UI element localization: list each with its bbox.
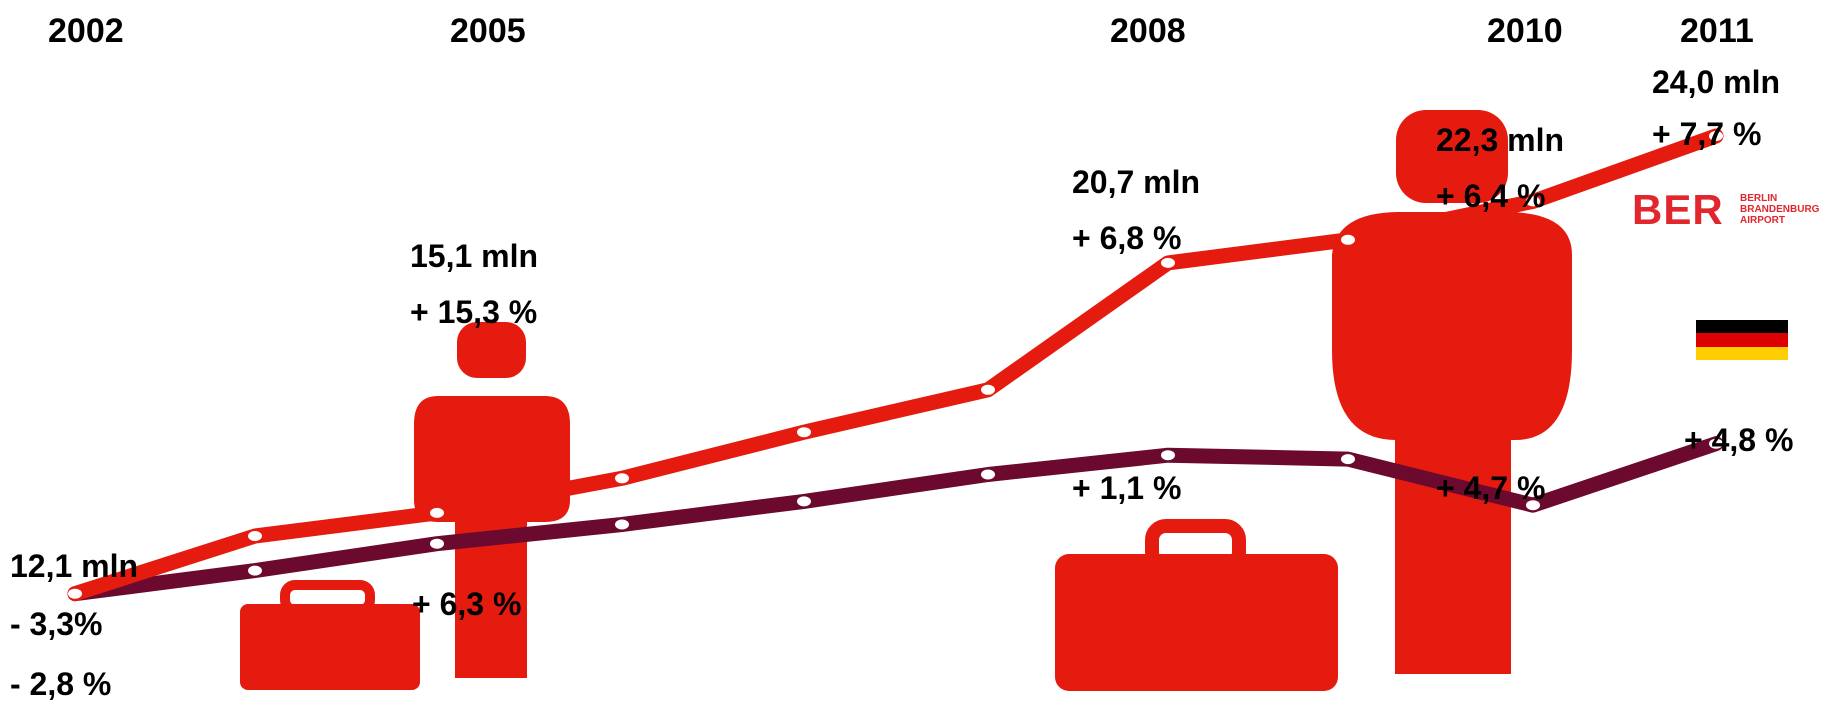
germany-point-2011 [1709, 438, 1723, 449]
flag-stripe-red [1696, 333, 1788, 347]
ber-point-2004 [430, 507, 444, 518]
ber-logo-word: BER [1632, 186, 1724, 233]
germany-point-2008 [1161, 450, 1175, 461]
ber-logo-line-1: BERLIN [1740, 193, 1778, 204]
year-label-2011: 2011 [1680, 12, 1754, 50]
ber-passenger-line [67, 128, 1724, 602]
flag-stripe-black [1696, 320, 1788, 334]
small-suitcase-icon [240, 580, 420, 690]
germany-point-2007 [981, 469, 995, 480]
ber-point-2011 [1709, 131, 1723, 141]
ber-value-2010: 22,3 mln [1436, 122, 1565, 158]
year-label-2010: 2010 [1487, 12, 1563, 50]
ber-value-2005: 15,1 mln [410, 238, 539, 274]
ber-logo-subtitle: BERLIN BRANDENBURG AIRPORT [1740, 193, 1819, 226]
germany-change-2008: + 1,1 % [1072, 470, 1182, 506]
ber-change-2005: + 15,3 % [410, 294, 538, 330]
germany-point-2003 [248, 565, 262, 576]
ber-value-2002: 12,1 mln [10, 548, 139, 584]
germany-flag-icon [1696, 320, 1788, 360]
year-label-2002: 2002 [48, 12, 124, 50]
germany-change-2005: + 6,3 % [412, 586, 522, 622]
ber-logo-line-2: BRANDENBURG [1740, 204, 1820, 215]
ber-logo-line-3: AIRPORT [1740, 215, 1785, 226]
ber-point-2010 [1526, 196, 1540, 207]
large-suitcase-icon [1055, 519, 1338, 691]
ber-point-2003 [248, 531, 262, 541]
germany-point-2010 [1526, 500, 1540, 511]
germany-point-2004 [430, 538, 444, 549]
germany-change-2010: + 4,7 % [1436, 470, 1546, 506]
flag-stripe-gold [1696, 346, 1788, 360]
ber-point-2007 [981, 384, 995, 395]
ber-point-2008 [1161, 257, 1175, 268]
ber-change-2002: - 3,3% [10, 606, 103, 642]
ber-value-2008: 20,7 mln [1072, 164, 1201, 200]
germany-change-2011: + 4,8 % [1684, 422, 1794, 458]
year-label-2005: 2005 [450, 12, 526, 50]
germany-passenger-line [67, 436, 1724, 602]
ber-point-2002 [68, 588, 82, 599]
ber-change-2008: + 6,8 % [1072, 220, 1182, 256]
ber-point-2006 [797, 427, 811, 438]
germany-point-2005 [615, 519, 629, 530]
ber-value-2011: 24,0 mln [1652, 64, 1781, 100]
series-layer [67, 128, 1724, 602]
year-label-2008: 2008 [1110, 12, 1186, 50]
ber-change-2011: + 7,7 % [1652, 116, 1762, 152]
germany-change-2002: - 2,8 % [10, 666, 112, 702]
germany-point-2009 [1341, 454, 1355, 465]
ber-change-2010: + 6,4 % [1436, 178, 1546, 214]
germany-point-2006 [797, 496, 811, 507]
ber-point-2009 [1341, 234, 1355, 245]
ber-point-2005 [615, 473, 629, 484]
